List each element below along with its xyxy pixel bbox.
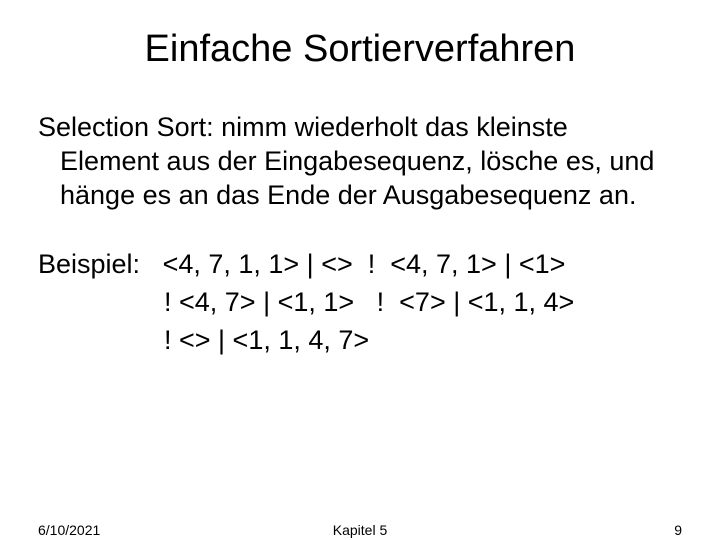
footer-page-number: 9 (674, 522, 682, 538)
definition-paragraph: Selection Sort: nimm wiederholt das klei… (38, 111, 682, 212)
slide: Einfache Sortierverfahren Selection Sort… (0, 0, 720, 540)
term-label: Selection Sort: (38, 112, 214, 142)
example-line-1: Beispiel: <4, 7, 1, 1> | <> ! <4, 7, 1> … (38, 246, 682, 284)
slide-title: Einfache Sortierverfahren (0, 0, 720, 81)
footer-date: 6/10/2021 (38, 522, 100, 538)
slide-body: Selection Sort: nimm wiederholt das klei… (0, 81, 720, 360)
example-line-2: ! <4, 7> | <1, 1> ! <7> | <1, 1, 4> (38, 284, 682, 322)
definition-part2: Element aus der Eingabesequenz, lösche e… (38, 145, 682, 213)
example-block: Beispiel: <4, 7, 1, 1> | <> ! <4, 7, 1> … (38, 246, 682, 359)
footer-chapter: Kapitel 5 (333, 522, 387, 538)
example-label: Beispiel: (38, 249, 140, 279)
example-seq-1: <4, 7, 1, 1> | <> ! <4, 7, 1> | <1> (140, 249, 565, 279)
definition-part1: nimm wiederholt das kleinste (214, 112, 568, 142)
example-line-3: ! <> | <1, 1, 4, 7> (38, 322, 682, 360)
